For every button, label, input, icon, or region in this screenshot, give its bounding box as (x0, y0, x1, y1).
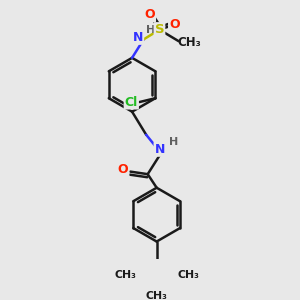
Text: O: O (118, 163, 128, 176)
Text: CH₃: CH₃ (146, 291, 168, 300)
Text: H: H (169, 137, 178, 147)
Text: N: N (154, 143, 165, 156)
Text: Cl: Cl (125, 95, 138, 109)
Text: S: S (155, 23, 164, 36)
Text: H: H (146, 26, 155, 35)
Text: O: O (169, 18, 180, 31)
Text: O: O (144, 8, 155, 21)
Text: N: N (133, 31, 143, 44)
Text: CH₃: CH₃ (178, 36, 201, 49)
Text: CH₃: CH₃ (114, 270, 136, 280)
Text: CH₃: CH₃ (177, 270, 199, 280)
